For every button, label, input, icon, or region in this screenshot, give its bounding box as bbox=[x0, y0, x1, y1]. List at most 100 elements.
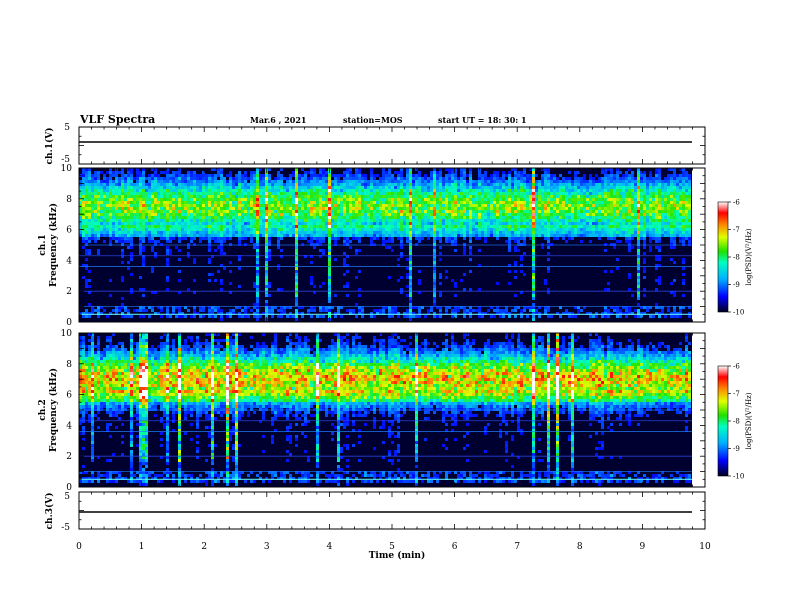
spectrogram-cell bbox=[577, 171, 580, 174]
spectrogram-cell bbox=[481, 234, 484, 237]
spectrogram-cell bbox=[313, 246, 316, 249]
spectrogram-cell bbox=[397, 207, 400, 210]
spectrogram-cell bbox=[217, 171, 220, 174]
spectrogram-cell bbox=[346, 228, 349, 231]
spectrogram-cell bbox=[445, 177, 448, 180]
spectrogram-cell bbox=[436, 189, 439, 192]
spectrogram-cell bbox=[610, 219, 613, 222]
spectrogram-cell bbox=[220, 312, 223, 315]
spectrogram-cell bbox=[559, 192, 562, 195]
spectrogram-cell bbox=[223, 234, 226, 237]
spectrogram-cell bbox=[211, 309, 214, 312]
spectrogram-cell bbox=[430, 201, 433, 204]
spectrogram-cell bbox=[238, 213, 241, 216]
spectrogram-cell bbox=[505, 216, 508, 219]
spectrogram-cell bbox=[445, 228, 448, 231]
spectrogram-cell bbox=[571, 213, 574, 216]
spectrogram-cell bbox=[565, 219, 568, 222]
spectrogram-cell bbox=[262, 189, 265, 192]
spectrogram-cell bbox=[568, 186, 571, 189]
spectrogram-cell bbox=[226, 234, 229, 237]
spectrogram-cell bbox=[97, 309, 100, 312]
spectrogram-cell bbox=[349, 195, 352, 198]
spectrogram-cell bbox=[133, 177, 136, 180]
spectrogram-cell bbox=[517, 210, 520, 213]
spectrogram-cell bbox=[433, 315, 436, 318]
spectrogram-cell bbox=[274, 219, 277, 222]
spectrogram-cell bbox=[301, 237, 304, 240]
spectrogram-cell bbox=[202, 198, 205, 201]
spectrogram-cell bbox=[403, 219, 406, 222]
spectrogram-cell bbox=[103, 204, 106, 207]
spectrogram-cell bbox=[517, 171, 520, 174]
spectrogram-cell bbox=[91, 210, 94, 213]
spectrogram-cell bbox=[223, 207, 226, 210]
spectrogram-cell bbox=[586, 219, 589, 222]
spectrogram-cell bbox=[352, 186, 355, 189]
spectrogram-cell bbox=[490, 231, 493, 234]
spectrogram-cell bbox=[256, 270, 259, 273]
spectrogram-cell bbox=[526, 210, 529, 213]
spectrogram-cell bbox=[511, 231, 514, 234]
spectrogram-cell bbox=[547, 246, 550, 249]
spectrogram-cell bbox=[142, 231, 145, 234]
spectrogram-cell bbox=[541, 222, 544, 225]
spectrogram-cell bbox=[454, 216, 457, 219]
spectrogram-cell bbox=[223, 201, 226, 204]
spectrogram-cell bbox=[160, 237, 163, 240]
spectrogram-cell bbox=[241, 231, 244, 234]
spectrogram-cell bbox=[313, 168, 316, 171]
spectrogram-cell bbox=[574, 186, 577, 189]
spectrogram-cell bbox=[529, 222, 532, 225]
spectrogram-cell bbox=[400, 252, 403, 255]
spectrogram-cell bbox=[400, 195, 403, 198]
spectrogram-cell bbox=[79, 180, 82, 183]
spectrogram-cell bbox=[328, 270, 331, 273]
spectrogram-cell bbox=[397, 180, 400, 183]
spectrogram-cell bbox=[115, 231, 118, 234]
spectrogram-cell bbox=[439, 183, 442, 186]
spectrogram-cell bbox=[565, 201, 568, 204]
spectrogram-cell bbox=[124, 213, 127, 216]
spectrogram-cell bbox=[514, 246, 517, 249]
spectrogram-cell bbox=[361, 183, 364, 186]
spectrogram-cell bbox=[268, 309, 271, 312]
spectrogram-cell bbox=[160, 180, 163, 183]
spectrogram-cell bbox=[169, 192, 172, 195]
spectrogram-cell bbox=[289, 186, 292, 189]
spectrogram-cell bbox=[295, 309, 298, 312]
spectrogram-cell bbox=[346, 231, 349, 234]
spectrogram-cell bbox=[136, 207, 139, 210]
spectrogram-cell bbox=[115, 198, 118, 201]
spectrogram-cell bbox=[301, 207, 304, 210]
spectrogram-cell bbox=[181, 177, 184, 180]
spectrogram-cell bbox=[277, 231, 280, 234]
spectrogram-cell bbox=[79, 225, 82, 228]
spectrogram-cell bbox=[526, 306, 529, 309]
spectrogram-cell bbox=[127, 228, 130, 231]
spectrogram-cell bbox=[265, 261, 268, 264]
spectrogram-cell bbox=[382, 189, 385, 192]
spectrogram-cell bbox=[496, 210, 499, 213]
spectrogram-cell bbox=[121, 219, 124, 222]
spectrogram-cell bbox=[151, 309, 154, 312]
spectrogram-cell bbox=[460, 306, 463, 309]
spectrogram-cell bbox=[565, 183, 568, 186]
spectrogram-cell bbox=[256, 195, 259, 198]
spectrogram-cell bbox=[442, 231, 445, 234]
spectrogram-cell bbox=[403, 207, 406, 210]
spectrogram-cell bbox=[451, 315, 454, 318]
spectrogram-cell bbox=[526, 198, 529, 201]
spectrogram-cell bbox=[88, 192, 91, 195]
spectrogram-cell bbox=[460, 207, 463, 210]
spectrogram-cell bbox=[274, 177, 277, 180]
spectrogram-cell bbox=[286, 177, 289, 180]
spectrogram-cell bbox=[259, 180, 262, 183]
spectrogram-cell bbox=[301, 183, 304, 186]
spectrogram-cell bbox=[382, 309, 385, 312]
spectrogram-cell bbox=[517, 237, 520, 240]
spectrogram-cell bbox=[469, 183, 472, 186]
spectrogram-cell bbox=[478, 288, 481, 291]
spectrogram-cell bbox=[370, 189, 373, 192]
spectrogram-cell bbox=[346, 198, 349, 201]
